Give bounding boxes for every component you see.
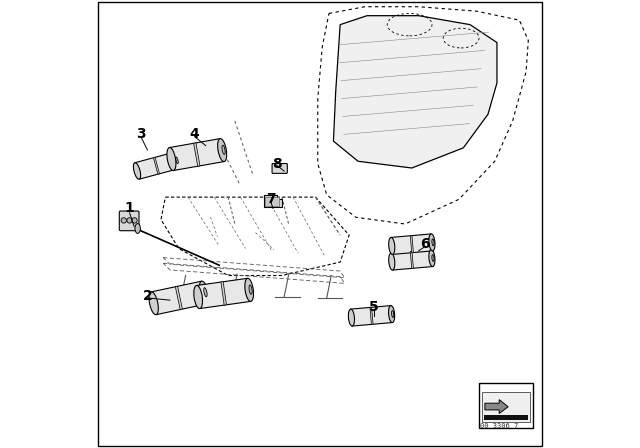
Polygon shape — [194, 143, 200, 166]
Polygon shape — [391, 250, 433, 270]
Polygon shape — [175, 286, 182, 310]
Circle shape — [132, 218, 137, 223]
Ellipse shape — [218, 138, 227, 162]
Ellipse shape — [149, 292, 158, 314]
Ellipse shape — [429, 234, 435, 251]
Polygon shape — [370, 307, 373, 324]
Circle shape — [121, 218, 127, 223]
Polygon shape — [410, 236, 413, 253]
Bar — [484, 415, 528, 420]
Text: 3: 3 — [136, 127, 146, 142]
Text: 00 3306 7: 00 3306 7 — [481, 422, 518, 429]
Text: 4: 4 — [189, 127, 200, 142]
Polygon shape — [333, 16, 497, 168]
Polygon shape — [485, 400, 508, 414]
Ellipse shape — [429, 250, 435, 267]
Polygon shape — [170, 138, 224, 171]
Text: 7: 7 — [266, 192, 276, 207]
Text: 8: 8 — [273, 156, 282, 171]
Ellipse shape — [388, 237, 395, 254]
Ellipse shape — [167, 147, 176, 171]
Polygon shape — [317, 7, 529, 224]
FancyBboxPatch shape — [272, 164, 287, 173]
Ellipse shape — [388, 306, 395, 323]
Ellipse shape — [133, 163, 141, 179]
Ellipse shape — [249, 285, 252, 294]
Polygon shape — [410, 251, 413, 268]
Bar — [479, 383, 532, 428]
Polygon shape — [351, 306, 392, 326]
Ellipse shape — [172, 152, 180, 169]
FancyBboxPatch shape — [119, 211, 139, 231]
Ellipse shape — [204, 288, 207, 297]
Polygon shape — [161, 197, 349, 276]
Ellipse shape — [245, 278, 253, 302]
Text: 2: 2 — [143, 289, 152, 303]
Text: 1: 1 — [125, 201, 134, 215]
Ellipse shape — [175, 157, 179, 164]
Ellipse shape — [135, 224, 140, 233]
Ellipse shape — [388, 253, 395, 270]
Ellipse shape — [348, 309, 355, 326]
Text: 6: 6 — [420, 237, 430, 251]
Ellipse shape — [392, 310, 394, 317]
Polygon shape — [196, 278, 251, 309]
Polygon shape — [221, 282, 227, 305]
Bar — [266, 197, 279, 206]
Bar — [482, 392, 530, 422]
Circle shape — [127, 218, 132, 223]
Polygon shape — [154, 157, 159, 174]
Text: 5: 5 — [369, 300, 379, 314]
Polygon shape — [264, 195, 282, 207]
Ellipse shape — [222, 145, 225, 155]
Ellipse shape — [432, 239, 434, 246]
Polygon shape — [135, 152, 178, 179]
Ellipse shape — [200, 281, 209, 304]
Ellipse shape — [432, 254, 434, 261]
Ellipse shape — [194, 285, 202, 309]
Polygon shape — [151, 281, 207, 314]
Polygon shape — [391, 234, 433, 254]
